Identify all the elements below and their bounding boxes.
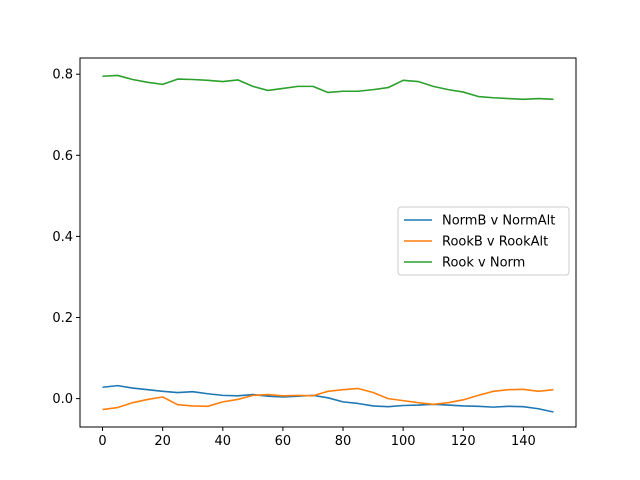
legend-label-2: Rook v Norm (442, 256, 525, 271)
y-axis: 0.0 0.2 0.4 0.6 0.8 (52, 68, 80, 407)
y-tick-label-4: 0.8 (52, 68, 73, 83)
legend-label-1: RookB v RookAlt (442, 235, 548, 250)
x-tick-label-0: 0 (98, 434, 106, 449)
x-tick-label-5: 100 (391, 434, 416, 449)
x-tick-label-3: 60 (275, 434, 292, 449)
x-tick-label-1: 20 (154, 434, 171, 449)
x-tick-label-6: 120 (451, 434, 476, 449)
plot-lines (102, 74, 554, 413)
x-tick-label-4: 80 (335, 434, 352, 449)
x-tick-label-2: 40 (215, 434, 232, 449)
legend-label-0: NormB v NormAlt (442, 214, 555, 229)
legend-box (397, 206, 570, 276)
y-tick-label-0: 0.0 (52, 392, 73, 407)
legend: NormB v NormAlt RookB v RookAlt Rook v Nor… (397, 206, 570, 276)
x-tick-label-7: 140 (511, 434, 536, 449)
y-tick-label-2: 0.4 (52, 230, 73, 245)
series-line-2 (102, 74, 554, 101)
series-line-1 (102, 387, 554, 411)
series-line-0 (102, 384, 554, 413)
x-axis: 0 20 40 60 80 100 120 140 (98, 427, 536, 449)
y-tick-label-1: 0.2 (52, 311, 73, 326)
y-tick-label-3: 0.6 (52, 149, 73, 164)
axes-frame (79, 57, 577, 428)
